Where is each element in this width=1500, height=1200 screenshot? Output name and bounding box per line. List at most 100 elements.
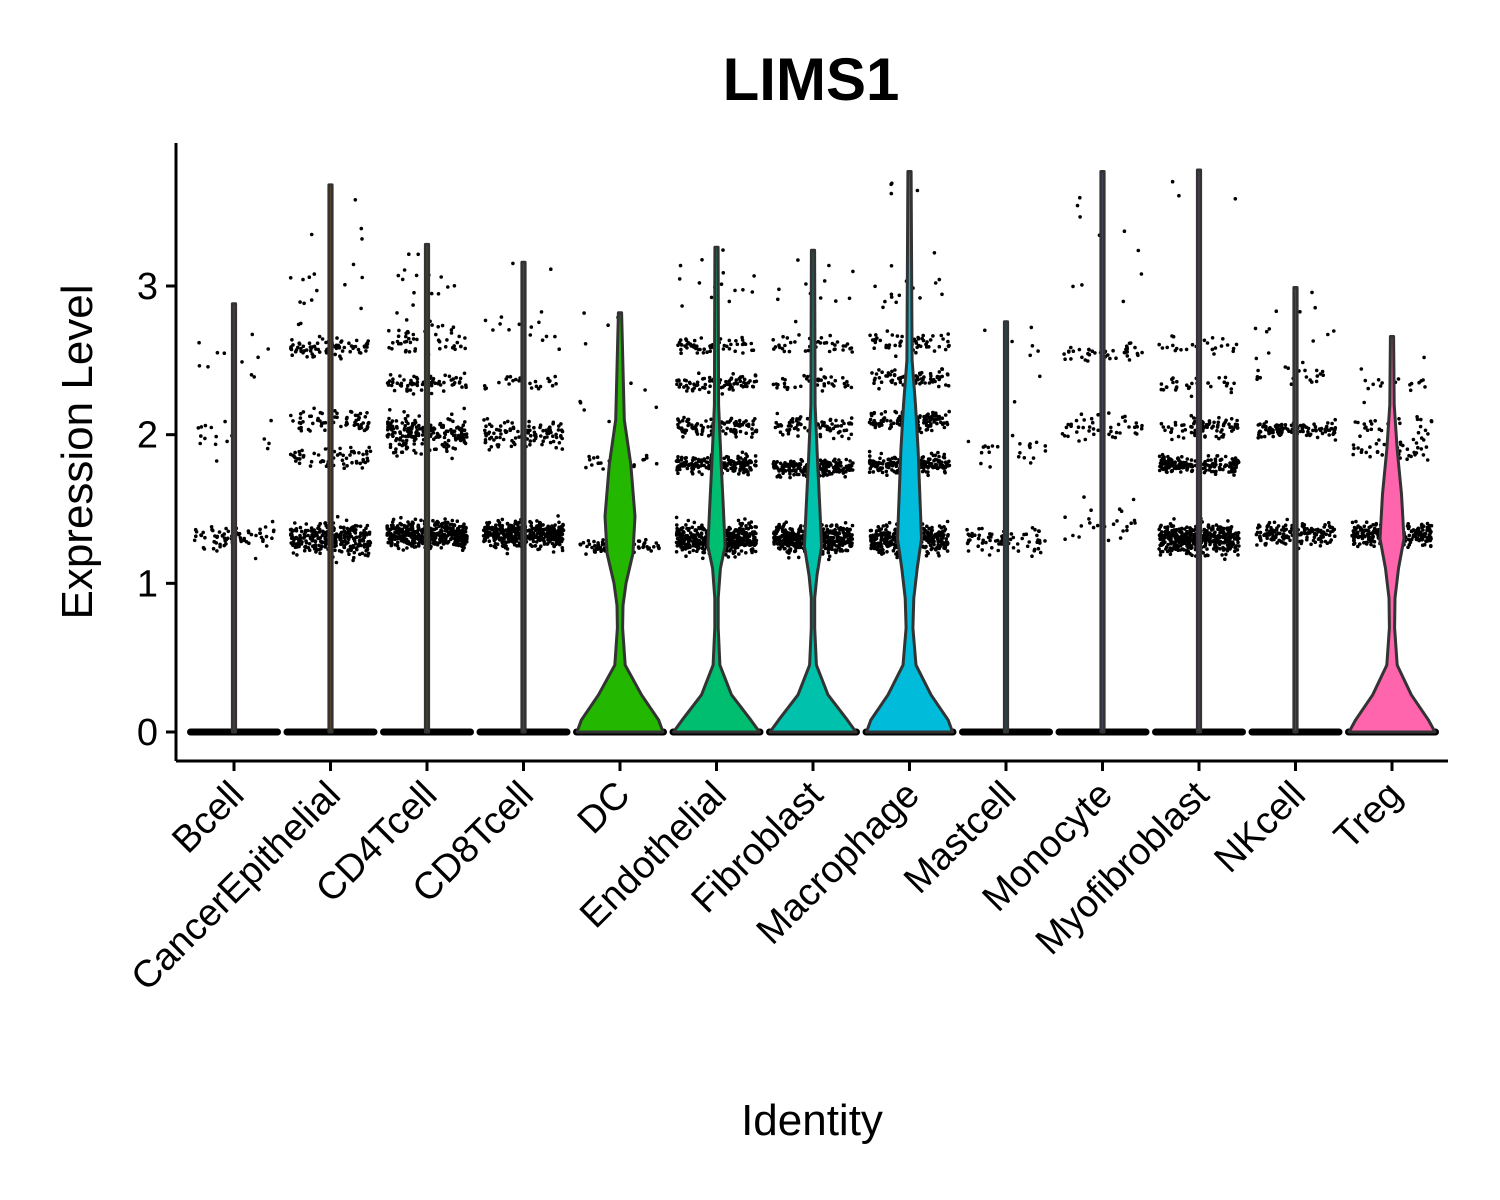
data-point	[346, 548, 351, 552]
data-point	[354, 542, 358, 546]
data-point	[894, 300, 898, 305]
data-point	[343, 538, 347, 543]
data-point	[872, 418, 877, 423]
data-point	[540, 442, 544, 447]
data-point	[545, 435, 549, 439]
data-point	[726, 555, 731, 559]
data-point	[451, 419, 455, 424]
data-point	[366, 459, 370, 463]
data-point	[870, 412, 874, 417]
data-point	[821, 459, 825, 464]
data-point	[592, 539, 596, 544]
data-point	[365, 342, 370, 346]
data-point	[694, 544, 698, 549]
data-point	[819, 378, 823, 383]
data-point	[787, 349, 792, 354]
data-point	[1063, 357, 1067, 362]
data-point	[743, 517, 747, 521]
data-point	[728, 534, 733, 538]
data-point	[460, 435, 464, 440]
data-point	[893, 368, 897, 372]
data-point	[450, 518, 455, 523]
data-point	[898, 380, 903, 385]
data-point	[412, 448, 416, 453]
data-point	[945, 542, 950, 547]
data-point	[555, 531, 559, 536]
data-point	[220, 533, 225, 538]
data-point	[692, 338, 697, 343]
data-point	[1081, 425, 1085, 430]
data-point	[583, 342, 588, 346]
data-point	[314, 347, 318, 351]
data-point	[436, 338, 441, 343]
data-point	[489, 424, 494, 429]
data-point	[847, 296, 852, 301]
data-point	[922, 527, 926, 531]
data-point	[538, 528, 542, 532]
data-point	[217, 530, 222, 534]
data-point	[831, 539, 835, 544]
data-point	[677, 340, 682, 345]
data-point	[827, 554, 832, 558]
data-point	[402, 539, 406, 543]
data-point	[746, 472, 750, 477]
data-point	[800, 459, 805, 463]
data-point	[298, 300, 302, 304]
data-point	[819, 367, 823, 372]
data-point	[772, 466, 777, 470]
data-point	[442, 435, 447, 440]
data-point	[354, 535, 359, 539]
data-point	[323, 447, 328, 451]
data-point	[735, 533, 740, 537]
data-point	[321, 421, 326, 425]
data-point	[242, 538, 247, 543]
data-point	[451, 325, 456, 330]
data-point	[828, 333, 832, 338]
data-point	[459, 344, 463, 349]
data-point	[393, 450, 398, 454]
data-point	[1133, 521, 1137, 525]
data-point	[258, 527, 262, 532]
data-point	[845, 467, 850, 472]
data-point	[722, 422, 727, 426]
data-point	[451, 433, 456, 438]
data-point	[407, 541, 411, 546]
data-point	[928, 338, 933, 342]
data-point	[987, 553, 992, 557]
data-point	[399, 450, 404, 455]
data-point	[771, 382, 776, 387]
data-point	[1078, 195, 1082, 200]
data-point	[930, 528, 934, 533]
data-point	[700, 258, 704, 262]
data-point	[320, 411, 325, 416]
data-point	[201, 530, 205, 535]
data-point	[454, 537, 458, 542]
data-point	[350, 460, 354, 465]
data-point	[439, 275, 444, 279]
data-point	[593, 544, 597, 548]
data-point	[584, 552, 588, 556]
data-point	[517, 435, 521, 439]
data-point	[798, 540, 802, 544]
data-point	[406, 529, 410, 533]
data-point	[1125, 354, 1130, 358]
data-point	[750, 290, 755, 294]
data-point	[988, 538, 992, 543]
data-point	[692, 538, 696, 542]
data-point	[388, 373, 393, 377]
data-point	[505, 521, 510, 526]
data-point	[1214, 549, 1219, 553]
data-point	[417, 423, 421, 428]
data-point	[657, 546, 661, 550]
data-point	[225, 439, 229, 444]
data-point	[694, 383, 699, 388]
data-point	[434, 332, 438, 337]
data-point	[882, 416, 887, 420]
data-point	[483, 428, 487, 433]
data-point	[867, 470, 872, 475]
data-point	[919, 370, 924, 375]
data-point	[927, 381, 932, 385]
data-point	[840, 419, 845, 423]
data-point	[826, 550, 831, 555]
data-point	[832, 384, 836, 388]
